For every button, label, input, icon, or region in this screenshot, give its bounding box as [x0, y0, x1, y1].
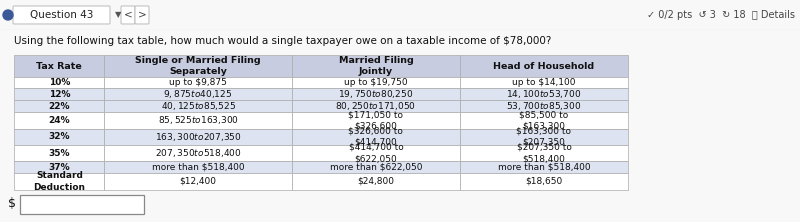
Bar — [292, 100, 460, 112]
Text: more than $518,400: more than $518,400 — [498, 163, 590, 172]
Bar — [460, 112, 628, 129]
Bar — [14, 145, 104, 161]
Text: more than $622,050: more than $622,050 — [330, 163, 422, 172]
Bar — [460, 77, 628, 89]
FancyBboxPatch shape — [20, 195, 144, 214]
FancyBboxPatch shape — [135, 6, 149, 24]
Text: Single or Married Filing
Separately: Single or Married Filing Separately — [135, 56, 261, 76]
Text: up to $9,875: up to $9,875 — [169, 78, 227, 87]
Text: Married Filing
Jointly: Married Filing Jointly — [338, 56, 414, 76]
Text: 35%: 35% — [49, 149, 70, 158]
Bar — [104, 77, 292, 89]
Text: $18,650: $18,650 — [526, 177, 562, 186]
Bar — [460, 173, 628, 190]
Bar — [460, 89, 628, 100]
Text: Head of Household: Head of Household — [494, 61, 594, 71]
Text: $53,700 to $85,300: $53,700 to $85,300 — [506, 100, 582, 112]
Text: Tax Rate: Tax Rate — [37, 61, 82, 71]
Text: up to $19,750: up to $19,750 — [344, 78, 408, 87]
FancyBboxPatch shape — [121, 6, 135, 24]
Text: ▼: ▼ — [115, 10, 122, 20]
Text: up to $14,100: up to $14,100 — [512, 78, 576, 87]
Text: 37%: 37% — [49, 163, 70, 172]
Text: $171,050 to
$326,600: $171,050 to $326,600 — [349, 110, 403, 131]
Bar — [14, 89, 104, 100]
Text: $14,100 to $53,700: $14,100 to $53,700 — [506, 88, 582, 101]
Bar — [104, 56, 292, 77]
Bar — [14, 173, 104, 190]
Text: 22%: 22% — [49, 102, 70, 111]
Text: $414,700 to
$622,050: $414,700 to $622,050 — [349, 143, 403, 163]
Bar — [292, 112, 460, 129]
Text: $40,125 to $85,525: $40,125 to $85,525 — [161, 100, 236, 112]
Bar — [460, 129, 628, 145]
Text: $80,250 to $171,050: $80,250 to $171,050 — [335, 100, 416, 112]
Bar — [292, 77, 460, 89]
Text: <: < — [124, 10, 132, 20]
Text: $207,350 to $518,400: $207,350 to $518,400 — [154, 147, 242, 159]
Bar — [460, 100, 628, 112]
Text: $9,875 to $40,125: $9,875 to $40,125 — [163, 88, 233, 101]
Text: $12,400: $12,400 — [179, 177, 217, 186]
Bar — [292, 145, 460, 161]
Text: $85,525 to $163,300: $85,525 to $163,300 — [158, 115, 238, 127]
Text: Standard
Deduction: Standard Deduction — [34, 171, 86, 192]
Bar — [292, 161, 460, 173]
Bar — [104, 89, 292, 100]
Bar — [14, 161, 104, 173]
Text: 24%: 24% — [49, 116, 70, 125]
Bar — [14, 77, 104, 89]
Bar — [14, 56, 104, 77]
Bar — [104, 173, 292, 190]
Bar — [104, 145, 292, 161]
Bar — [104, 161, 292, 173]
Text: $163,300 to $207,350: $163,300 to $207,350 — [154, 131, 242, 143]
Bar — [460, 161, 628, 173]
Text: Question 43: Question 43 — [30, 10, 94, 20]
Text: >: > — [138, 10, 146, 20]
Text: more than $518,400: more than $518,400 — [152, 163, 245, 172]
Text: $24,800: $24,800 — [358, 177, 394, 186]
Text: Using the following tax table, how much would a single taxpayer owe on a taxable: Using the following tax table, how much … — [14, 36, 552, 46]
Text: ✓ 0/2 pts  ↺ 3  ↻ 18  ⓘ Details: ✓ 0/2 pts ↺ 3 ↻ 18 ⓘ Details — [647, 10, 795, 20]
Bar — [292, 129, 460, 145]
Text: 32%: 32% — [49, 132, 70, 141]
Bar — [460, 56, 628, 77]
Bar — [14, 112, 104, 129]
Bar — [292, 56, 460, 77]
Text: $85,500 to
$163,300: $85,500 to $163,300 — [519, 110, 569, 131]
Bar — [14, 100, 104, 112]
Text: $19,750 to $80,250: $19,750 to $80,250 — [338, 88, 414, 101]
Bar — [104, 100, 292, 112]
Text: $326,600 to
$414,700: $326,600 to $414,700 — [349, 127, 403, 147]
Bar — [292, 173, 460, 190]
Bar — [14, 129, 104, 145]
Text: $: $ — [8, 196, 16, 210]
Text: $207,350 to
$518,400: $207,350 to $518,400 — [517, 143, 571, 163]
Bar — [460, 145, 628, 161]
Bar — [104, 129, 292, 145]
Text: 12%: 12% — [49, 90, 70, 99]
Bar — [104, 112, 292, 129]
Text: 10%: 10% — [49, 78, 70, 87]
FancyBboxPatch shape — [13, 6, 110, 24]
Bar — [292, 89, 460, 100]
Text: $163,300 to
$207,350: $163,300 to $207,350 — [517, 127, 571, 147]
Circle shape — [3, 10, 13, 20]
